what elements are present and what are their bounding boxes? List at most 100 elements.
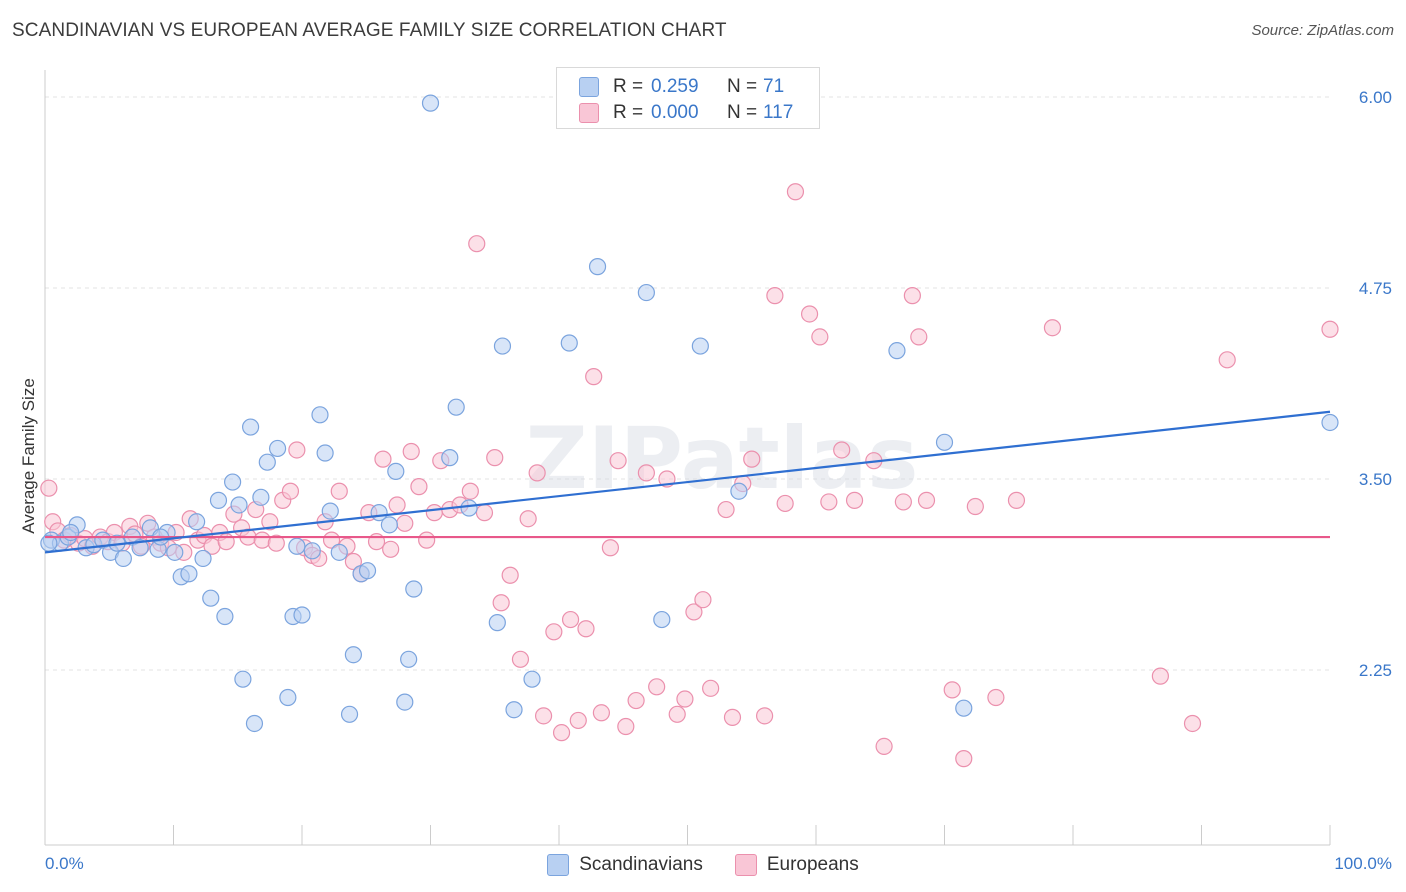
legend-row-europeans: R = 0.000 N = 117 xyxy=(579,100,793,126)
europeans-point xyxy=(717,500,735,519)
europeans-point xyxy=(800,305,819,323)
europeans-point xyxy=(1218,351,1236,369)
europeans-point xyxy=(833,441,851,459)
europeans-point xyxy=(875,737,893,756)
europeans-point xyxy=(1043,319,1062,337)
axes-layer xyxy=(44,70,1331,846)
europeans-point xyxy=(955,750,973,768)
europeans-point xyxy=(585,368,603,386)
europeans-point xyxy=(609,452,627,470)
europeans-point xyxy=(425,504,443,522)
scandinavians-point xyxy=(224,473,242,491)
scandinavians-point xyxy=(202,589,220,607)
scandinavians-point xyxy=(405,580,423,598)
scandinavians-point xyxy=(188,513,206,531)
scandinavians-point xyxy=(730,482,748,500)
scandinavians-point xyxy=(447,398,465,416)
scandinavians-point xyxy=(288,537,306,555)
europeans-point xyxy=(468,235,486,253)
europeans-point xyxy=(534,707,553,725)
europeans-point xyxy=(461,482,479,500)
legend-item-scandinavians[interactable]: Scandinavians xyxy=(547,854,703,876)
europeans-point xyxy=(894,493,912,511)
scandinavians-point xyxy=(340,705,359,723)
europeans-point xyxy=(694,591,712,609)
europeans-point xyxy=(943,681,961,699)
scandinavians-point xyxy=(387,462,405,480)
series-legend: Scandinavians Europeans xyxy=(0,850,1406,880)
scandinavians-point xyxy=(460,499,478,517)
europeans-point xyxy=(382,540,400,558)
europeans-point xyxy=(776,494,794,513)
europeans-point xyxy=(374,450,392,468)
europeans-point xyxy=(492,594,510,612)
europeans-point xyxy=(545,623,563,641)
n-value: 71 xyxy=(763,76,785,97)
y-axis-label: Average Family Size xyxy=(19,378,38,534)
europeans-point xyxy=(910,328,928,346)
europeans-point xyxy=(766,287,784,305)
europeans-point xyxy=(676,690,694,708)
scandinavians-point xyxy=(245,714,264,733)
europeans-point xyxy=(552,724,571,742)
r-label: R = xyxy=(613,76,644,97)
europeans-point xyxy=(685,603,703,621)
europeans-point xyxy=(519,510,537,528)
europeans-point xyxy=(592,704,611,722)
europeans-point xyxy=(617,717,635,736)
scandinavians-point xyxy=(935,433,954,451)
europeans-point xyxy=(501,566,519,584)
scandinavians-point xyxy=(303,542,321,560)
scandinavians-point xyxy=(252,488,270,506)
scandinavians-point xyxy=(321,502,339,520)
europeans-point xyxy=(1007,491,1026,509)
y-tick-label: 4.75 xyxy=(1359,279,1392,298)
y-tick-label: 3.50 xyxy=(1359,470,1392,489)
europeans-point xyxy=(330,482,348,500)
europeans-point xyxy=(637,464,655,482)
europeans-point xyxy=(40,479,58,497)
europeans-point xyxy=(811,328,829,346)
scandinavians-point xyxy=(441,449,459,467)
scandinavians-point xyxy=(344,646,362,664)
europeans-point xyxy=(410,478,428,496)
scandinavians-point xyxy=(279,688,297,707)
europeans-point xyxy=(1321,320,1339,338)
scandinavians-point xyxy=(358,562,377,580)
r-label: R = xyxy=(613,102,644,123)
r-value: 0.259 xyxy=(651,76,699,97)
europeans-point xyxy=(569,711,587,730)
europeans-point xyxy=(987,688,1005,707)
trend-lines xyxy=(44,410,1331,554)
scandinavians-point xyxy=(293,606,311,624)
europeans-point xyxy=(396,514,414,532)
scandinavians-swatch xyxy=(547,854,570,876)
chart-title: SCANDINAVIAN VS EUROPEAN AVERAGE FAMILY … xyxy=(12,20,727,41)
europeans-point xyxy=(1183,714,1202,733)
scandinavians-point xyxy=(505,701,523,719)
scandinavians-point xyxy=(216,607,234,626)
scandinavians-point xyxy=(330,543,348,561)
scandinavians-point xyxy=(311,406,329,424)
scandinavians-point xyxy=(268,439,287,458)
scandinavians-trend-line xyxy=(44,410,1331,554)
y-tick-label: 6.00 xyxy=(1359,88,1392,107)
scandinavians-point xyxy=(194,549,212,568)
source-credit: Source: ZipAtlas.com xyxy=(1251,22,1394,39)
scandinavians-point xyxy=(180,565,198,583)
legend-item-europeans[interactable]: Europeans xyxy=(734,854,859,876)
europeans-point xyxy=(702,679,720,697)
europeans-point xyxy=(388,496,406,514)
scandinavians-point xyxy=(588,258,607,276)
europeans-point xyxy=(267,534,285,552)
scandinavians-point xyxy=(1321,413,1339,432)
n-label: N = xyxy=(727,76,758,97)
scandinavians-point xyxy=(230,496,248,514)
n-label: N = xyxy=(727,102,758,123)
scandinavians-point xyxy=(234,670,252,688)
scandinavians-point xyxy=(396,693,414,711)
europeans-point xyxy=(648,678,666,696)
scandinavians-point xyxy=(955,699,973,717)
europeans-point xyxy=(786,183,805,201)
europeans-point xyxy=(755,707,774,725)
